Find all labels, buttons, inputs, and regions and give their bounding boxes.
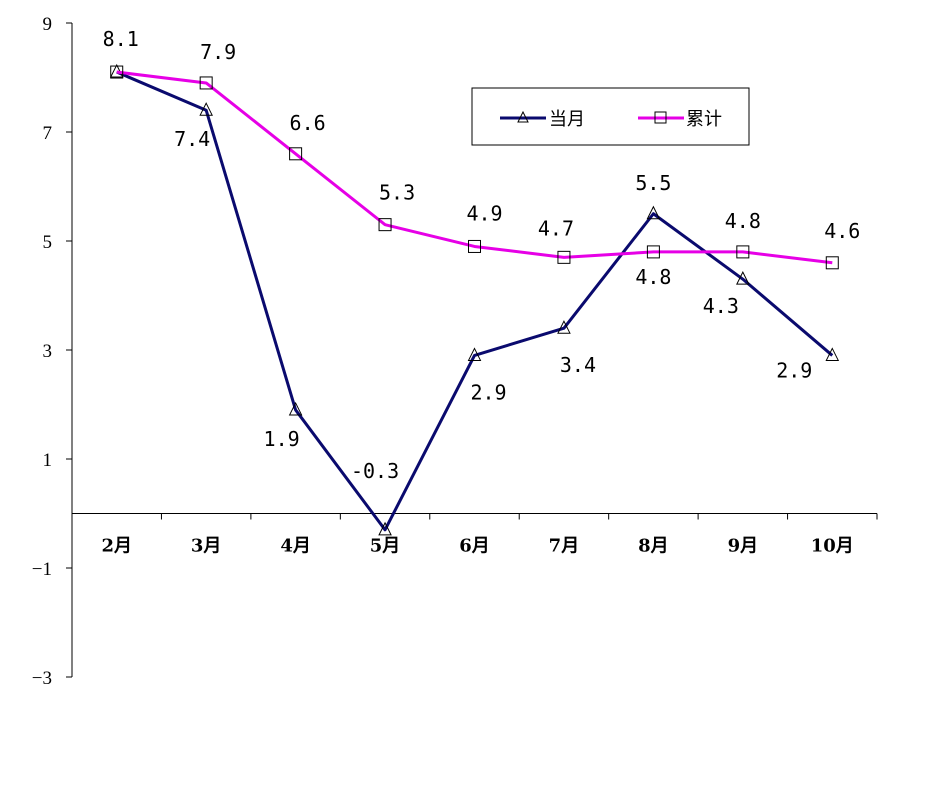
x-tick-label: 2月 [101,536,132,557]
marker-point-series-0 [825,347,840,361]
marker-point-series-0 [736,271,750,285]
marker-point-series-1 [110,65,124,79]
legend-marker-series-1 [654,111,667,124]
y-tick-label: 1 [43,450,53,471]
marker-point-series-1 [199,76,213,90]
marker-point-series-1 [468,239,481,253]
y-tick-label: −3 [32,668,52,689]
x-tick-label: 7月 [549,536,580,557]
data-label-series-1: 5.3 [379,181,415,205]
data-label-series-0: 3.4 [560,353,596,377]
legend-label-series-1: 累计 [686,109,722,130]
x-tick-label: 6月 [459,536,490,557]
marker-point-series-0 [288,401,303,416]
marker-point-series-1 [646,245,660,259]
data-label-series-1: 4.8 [635,265,671,289]
x-tick-label: 3月 [191,536,222,557]
series-layer [109,63,840,536]
marker-point-series-1 [825,256,839,270]
marker-point-series-0 [378,521,392,536]
data-label-series-0: 4.3 [703,294,739,318]
data-label-series-0: -0.3 [351,459,399,483]
data-label-series-0: 2.9 [776,358,812,382]
data-label-series-1: 4.6 [824,219,860,243]
marker-point-series-0 [467,347,482,361]
y-tick-label: −1 [32,559,52,580]
marker-point-series-0 [646,205,661,220]
x-tick-label: 10月 [811,536,854,557]
data-label-series-1: 7.9 [200,40,236,64]
data-label-series-1: 4.7 [538,216,574,240]
y-tick-label: 9 [43,14,53,35]
legend-marker-series-0 [517,110,529,123]
series-line-1 [116,70,833,265]
series-line-0 [116,70,834,532]
y-tick-label: 3 [43,341,53,362]
data-labels-layer: 7.4 1.9 -0.3 2.9 3.4 5.5 4.3 2.9 8.1 7.9 6.6 5.3 4.9… [103,27,861,483]
marker-point-series-1 [736,245,750,259]
marker-point-series-0 [199,102,213,116]
marker-point-series-1 [378,218,392,232]
x-tick-label: 4月 [280,536,311,557]
data-label-series-1: 6.6 [290,111,326,135]
y-tick-label: 7 [43,123,53,144]
chart-axes: 9 7 5 3 1 −1 −3 2月 3月 4月 5月 6月 7月 8月 9月 10月 [32,14,878,689]
data-label-series-1: 8.1 [103,27,139,51]
data-label-series-1: 4.9 [466,201,502,225]
x-tick-label: 9月 [728,536,759,557]
marker-point-series-0 [557,320,571,334]
data-label-series-0: 2.9 [470,380,506,404]
y-tick-label: 5 [43,232,53,253]
marker-point-series-1 [557,250,571,264]
x-tick-label: 5月 [370,536,401,557]
marker-point-series-1 [289,147,303,161]
data-label-series-1: 4.8 [725,209,761,233]
legend: 当月 累计 [471,87,750,146]
data-label-series-0: 7.4 [174,127,210,151]
x-tick-label: 8月 [638,536,669,557]
data-label-series-0: 1.9 [264,427,300,451]
legend-label-series-0: 当月 [549,109,585,130]
data-label-series-0: 5.5 [635,171,671,195]
